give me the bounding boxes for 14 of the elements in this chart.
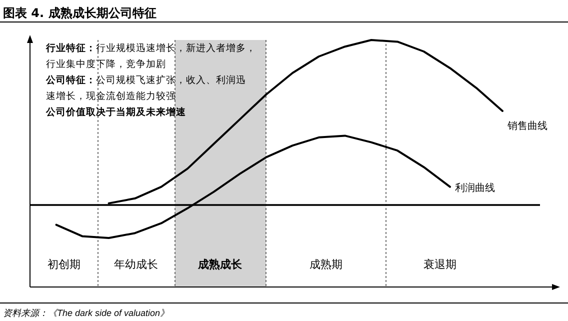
- text: 资料来源：《The dark side of valuation》: [3, 308, 170, 318]
- chart-title: 图表 4. 成熟成长期公司特征: [3, 6, 156, 20]
- text: 初创期: [48, 258, 80, 271]
- annotation: 公司价值取决于当期及未来增速: [45, 106, 187, 118]
- text: 成熟期: [310, 258, 342, 271]
- annotation: 公司特征：公司规模飞速扩张，收入、利润迅: [45, 74, 246, 86]
- annotation: 行业集中度下降，竞争加剧: [46, 58, 166, 70]
- annotation: 速增长，现金流创造能力较强: [46, 90, 176, 102]
- text: 衰退期: [424, 258, 456, 271]
- series-label: 销售曲线: [506, 120, 548, 132]
- series-label: 利润曲线: [455, 182, 495, 194]
- text: 成熟成长: [197, 258, 243, 271]
- annotation: 行业特征：行业规模迅速增长，新进入者增多，: [45, 42, 256, 54]
- text: 年幼成长: [114, 258, 158, 271]
